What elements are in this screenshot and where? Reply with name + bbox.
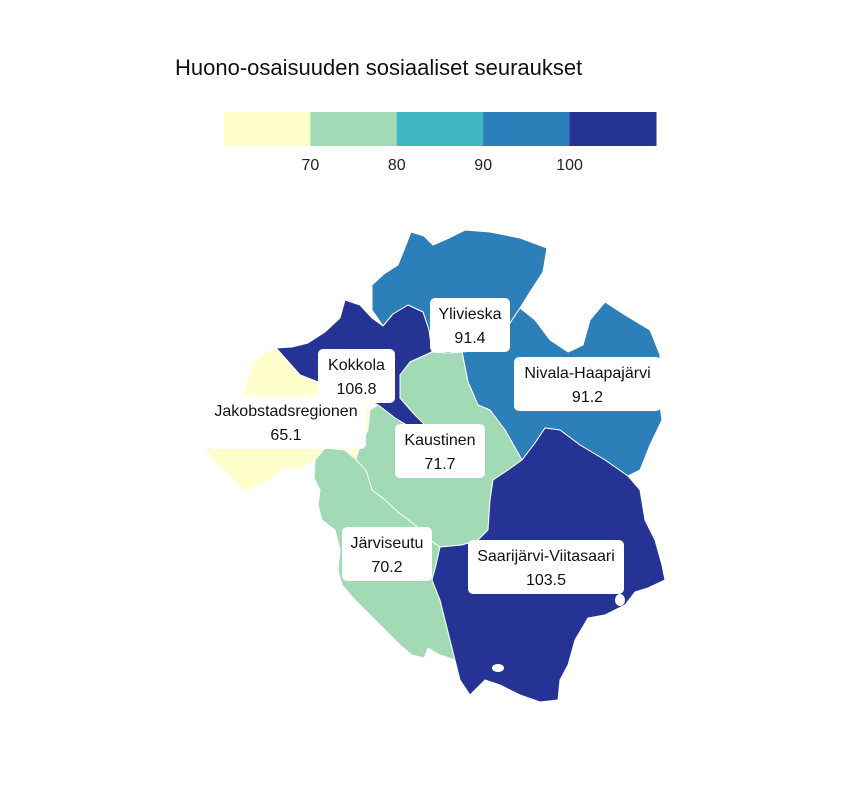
legend-swatch xyxy=(310,112,398,146)
region-value-label: 65.1 xyxy=(270,427,301,444)
legend-swatch xyxy=(483,112,571,146)
map-title: Huono-osaisuuden sosiaaliset seuraukset xyxy=(175,55,583,80)
legend-ticks: 70 80 90 100 xyxy=(302,157,584,174)
region-name-label: Saarijärvi-Viitasaari xyxy=(477,548,615,565)
region-value-label: 71.7 xyxy=(424,456,455,473)
label-box xyxy=(206,395,366,449)
legend-swatch xyxy=(569,112,657,146)
region-name-label: Kokkola xyxy=(328,357,385,374)
label-box xyxy=(342,527,432,581)
region-labels: Ylivieska 91.4 Nivala-Haapajärvi 91.2 Kokkol… xyxy=(206,298,661,594)
region-value-label: 91.4 xyxy=(454,330,485,347)
color-legend: 70 80 90 100 xyxy=(224,112,657,174)
label-box xyxy=(318,349,395,403)
region-label-kokkola: Kokkola 106.8 xyxy=(318,349,395,403)
region-value-label: 91.2 xyxy=(572,389,603,406)
legend-swatch xyxy=(224,112,311,146)
region-label-jakobstad: Jakobstadsregionen 65.1 xyxy=(206,395,366,449)
region-name-label: Kaustinen xyxy=(404,432,475,449)
legend-tick-label: 80 xyxy=(388,157,406,174)
label-box xyxy=(514,357,661,411)
region-name-label: Järviseutu xyxy=(351,535,424,552)
lake xyxy=(350,264,362,272)
region-value-label: 106.8 xyxy=(336,381,376,398)
region-name-label: Ylivieska xyxy=(438,306,501,323)
legend-swatch xyxy=(396,112,484,146)
region-label-saarijarvi: Saarijärvi-Viitasaari 103.5 xyxy=(468,540,624,594)
region-label-jarviseutu: Järviseutu 70.2 xyxy=(342,527,432,581)
region-label-kaustinen: Kaustinen 71.7 xyxy=(395,424,485,478)
label-box xyxy=(468,540,624,594)
legend-tick-label: 100 xyxy=(556,157,583,174)
region-label-ylivieska: Ylivieska 91.4 xyxy=(430,298,510,352)
label-box xyxy=(430,298,510,352)
region-value-label: 70.2 xyxy=(371,559,402,576)
lakes xyxy=(350,264,625,672)
legend-swatches xyxy=(224,112,657,146)
lake xyxy=(492,664,504,672)
region-value-label: 103.5 xyxy=(526,572,566,589)
legend-tick-label: 70 xyxy=(302,157,320,174)
legend-tick-label: 90 xyxy=(474,157,492,174)
lake xyxy=(615,594,625,606)
region-name-label: Jakobstadsregionen xyxy=(214,403,357,420)
label-box xyxy=(395,424,485,478)
region-label-nivala: Nivala-Haapajärvi 91.2 xyxy=(514,357,661,411)
region-name-label: Nivala-Haapajärvi xyxy=(524,365,650,382)
